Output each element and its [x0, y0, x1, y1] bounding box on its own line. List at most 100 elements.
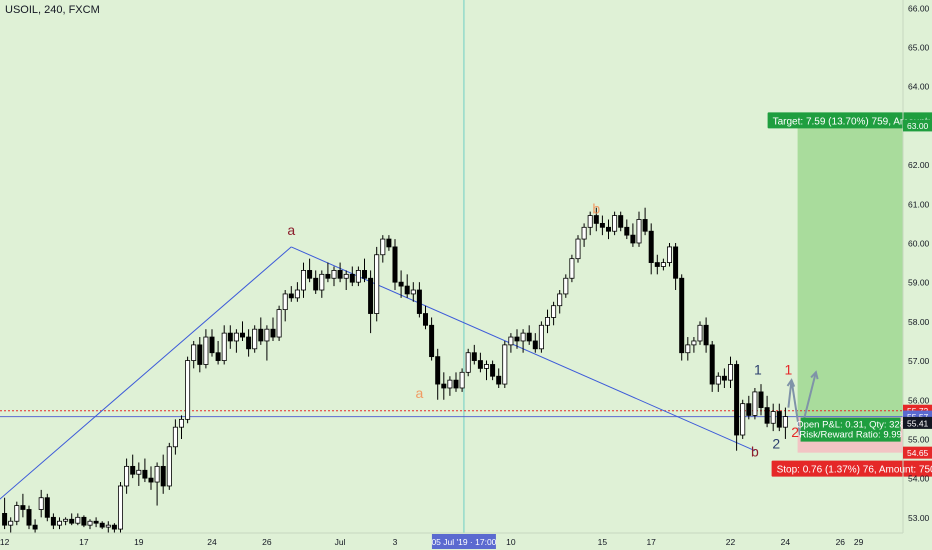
wave-label: 2 — [772, 436, 780, 452]
candle — [673, 242, 679, 291]
price-tag-bg — [903, 119, 932, 132]
candle — [111, 523, 117, 533]
candle — [282, 290, 288, 322]
candle-body — [526, 332, 532, 342]
price-tag: 63.00 — [903, 119, 932, 132]
candle-body — [508, 336, 514, 346]
candle-body — [593, 215, 599, 224]
candle — [642, 207, 648, 236]
candle — [20, 493, 26, 518]
candle — [136, 462, 142, 486]
candle-body — [75, 516, 81, 524]
candle-body — [50, 516, 56, 526]
candle-body — [87, 520, 93, 526]
time-tick: 15 — [598, 537, 608, 547]
candle-body — [178, 418, 184, 428]
candle — [252, 325, 258, 353]
candle-body — [2, 513, 8, 526]
candle-body — [734, 364, 740, 436]
candle-body — [636, 219, 642, 244]
candle — [118, 482, 124, 533]
candle-body — [337, 270, 343, 279]
candle-body — [282, 293, 288, 311]
candle-body — [398, 281, 404, 287]
candle-body — [483, 364, 489, 369]
price-tag-text: 54.65 — [907, 448, 929, 458]
candle-body — [300, 270, 306, 291]
price-tag-text: 55.41 — [907, 418, 929, 428]
candle — [294, 282, 300, 302]
price-tick: 58.00 — [908, 317, 930, 327]
candle — [734, 360, 740, 451]
price-tick: 59.00 — [908, 278, 930, 288]
candle — [142, 458, 148, 483]
price-tick: 54.00 — [908, 474, 930, 484]
candle — [380, 235, 386, 263]
projection-path — [787, 372, 817, 436]
target-label: Target: 7.59 (13.70%) 759, Amount: 3486 — [767, 112, 932, 129]
candle — [2, 497, 8, 530]
candle — [508, 333, 514, 353]
candle-body — [679, 277, 685, 354]
wave-label: b — [751, 444, 759, 460]
candle-body — [185, 360, 191, 420]
candle — [715, 372, 721, 392]
candle-body — [374, 254, 380, 314]
candle-body — [764, 407, 770, 424]
candle — [160, 454, 166, 494]
candle-body — [581, 226, 587, 240]
candle — [764, 395, 770, 428]
candle-body — [38, 497, 44, 510]
candle — [172, 419, 178, 455]
candle — [264, 325, 270, 361]
candle — [239, 321, 245, 341]
candle-body — [8, 520, 14, 526]
candle-body — [490, 364, 496, 377]
candle-body — [20, 505, 26, 510]
candle-body — [313, 277, 319, 291]
candle-body — [642, 219, 648, 232]
price-tick: 57.00 — [908, 356, 930, 366]
candle — [514, 329, 520, 349]
candle — [465, 348, 471, 377]
candle — [75, 513, 81, 526]
candle-body — [203, 336, 209, 365]
candle-body — [124, 465, 130, 487]
candle — [490, 360, 496, 381]
candle-body — [532, 340, 538, 350]
candle — [44, 493, 50, 522]
candle-body — [252, 328, 258, 350]
candle — [703, 317, 709, 353]
time-tick: 17 — [646, 537, 656, 547]
price-tag: 55.41 — [903, 416, 932, 429]
candle-body — [459, 371, 465, 389]
candle-body — [752, 391, 758, 416]
candle — [392, 239, 398, 291]
candle — [197, 337, 203, 373]
candle — [422, 305, 428, 330]
projection-arrowhead — [810, 370, 819, 380]
candle — [532, 333, 538, 353]
candle-body — [111, 524, 117, 530]
candle — [758, 384, 764, 416]
candle-body — [514, 336, 520, 342]
candle — [782, 407, 788, 439]
candle — [221, 325, 227, 365]
candle — [203, 329, 209, 369]
candle — [526, 325, 532, 345]
candle — [520, 329, 526, 353]
candle-body — [721, 375, 727, 381]
price-tick: 60.00 — [908, 238, 930, 248]
candle — [154, 462, 160, 506]
candle-body — [685, 344, 691, 354]
candle — [538, 321, 544, 353]
candle-body — [703, 324, 709, 346]
candle-body — [264, 328, 270, 342]
candle-body — [660, 262, 666, 267]
candle-body — [258, 328, 264, 342]
wave-label: a — [287, 222, 295, 238]
target-label-text: Target: 7.59 (13.70%) 759, Amount: 3486 — [773, 116, 932, 127]
